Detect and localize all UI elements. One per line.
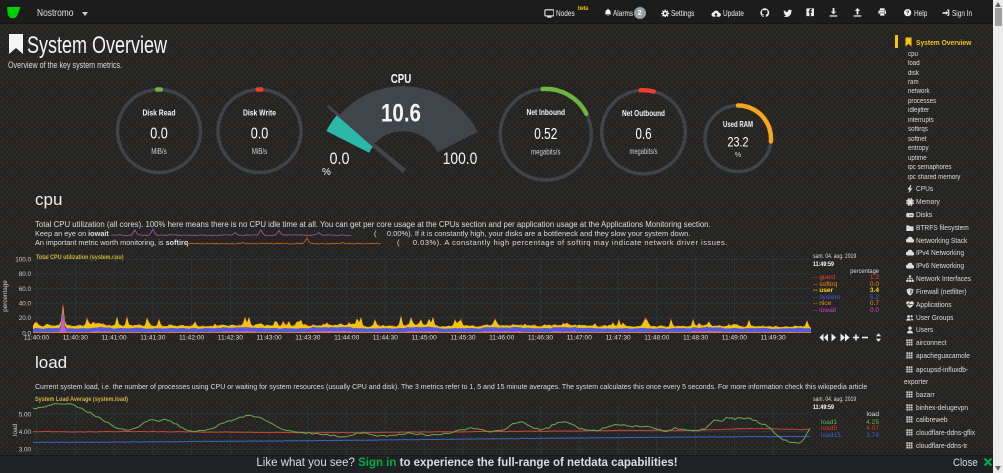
- svg-text:60.0: 60.0: [19, 286, 32, 293]
- svg-text:megabits/s: megabits/s: [630, 147, 658, 156]
- svg-text:11:47:30: 11:47:30: [606, 335, 632, 342]
- svg-text:?: ?: [906, 10, 910, 16]
- svg-text:0.0: 0.0: [22, 330, 31, 337]
- svg-text:20.0: 20.0: [19, 315, 32, 322]
- svg-text:11:49:00: 11:49:00: [722, 335, 748, 342]
- svg-text:4.00: 4.00: [19, 429, 32, 436]
- svg-text:11:43:00: 11:43:00: [257, 335, 283, 342]
- svg-text:11:44:30: 11:44:30: [373, 335, 399, 342]
- svg-text:MiB/s: MiB/s: [252, 147, 268, 156]
- svg-text:11:48:00: 11:48:00: [644, 335, 670, 342]
- svg-text:11:40:30: 11:40:30: [63, 335, 89, 342]
- svg-text:11:43:30: 11:43:30: [295, 335, 321, 342]
- svg-text:Disk Read: Disk Read: [143, 108, 176, 118]
- svg-text:0.52: 0.52: [534, 126, 557, 143]
- svg-text:80.0: 80.0: [19, 271, 32, 278]
- svg-text:5.00: 5.00: [19, 412, 32, 419]
- svg-text:11:45:30: 11:45:30: [450, 335, 476, 342]
- svg-text:10.6: 10.6: [381, 100, 421, 128]
- svg-text:0.0: 0.0: [330, 150, 350, 168]
- svg-text:%: %: [322, 167, 331, 178]
- svg-text:percentage: percentage: [2, 280, 9, 312]
- svg-text:load: load: [12, 424, 19, 436]
- svg-text:11:47:00: 11:47:00: [567, 335, 593, 342]
- svg-text:11:42:00: 11:42:00: [179, 335, 205, 342]
- svg-text:11:48:30: 11:48:30: [683, 335, 709, 342]
- svg-text:0.0: 0.0: [251, 126, 269, 143]
- svg-text:11:40:00: 11:40:00: [24, 335, 50, 342]
- svg-text:Disk Write: Disk Write: [243, 108, 276, 118]
- svg-text:40.0: 40.0: [19, 300, 32, 307]
- svg-text:0.0: 0.0: [150, 126, 168, 143]
- svg-text:100.0: 100.0: [15, 257, 31, 264]
- svg-text:Used RAM: Used RAM: [723, 120, 753, 129]
- svg-text:Net Inbound: Net Inbound: [527, 107, 566, 117]
- svg-text:3.00: 3.00: [19, 447, 32, 454]
- svg-text:megabits/s: megabits/s: [531, 148, 561, 157]
- svg-text:11:46:00: 11:46:00: [489, 335, 515, 342]
- svg-text:11:49:30: 11:49:30: [761, 335, 787, 342]
- svg-text:100.0: 100.0: [443, 150, 478, 168]
- svg-text:CPU: CPU: [391, 72, 412, 86]
- svg-text:11:45:00: 11:45:00: [412, 335, 438, 342]
- svg-text:11:41:30: 11:41:30: [140, 335, 166, 342]
- svg-text:MiB/s: MiB/s: [151, 147, 167, 156]
- svg-text:11:46:30: 11:46:30: [528, 335, 554, 342]
- svg-text:0.6: 0.6: [636, 126, 652, 143]
- svg-text:Net Outbound: Net Outbound: [622, 108, 665, 118]
- svg-text:11:42:30: 11:42:30: [218, 335, 244, 342]
- svg-text:23.2: 23.2: [728, 134, 749, 150]
- svg-text:%: %: [735, 150, 742, 159]
- svg-text:11:41:00: 11:41:00: [101, 335, 127, 342]
- svg-text:11:44:00: 11:44:00: [334, 335, 360, 342]
